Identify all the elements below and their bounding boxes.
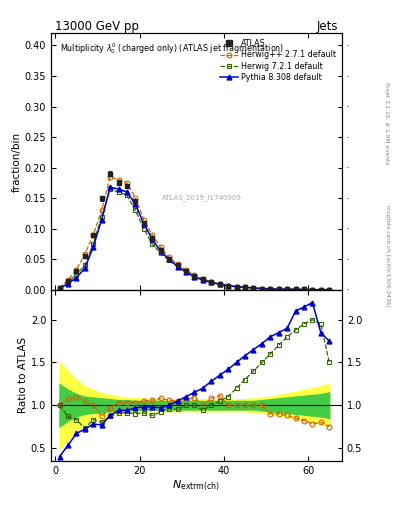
Y-axis label: Ratio to ATLAS: Ratio to ATLAS — [18, 337, 28, 413]
Text: Rivet 3.1.10, ≥ 1.9M events: Rivet 3.1.10, ≥ 1.9M events — [385, 82, 389, 164]
Text: Multiplicity $\lambda_0^0$ (charged only) (ATLAS jet fragmentation): Multiplicity $\lambda_0^0$ (charged only… — [60, 41, 284, 56]
Y-axis label: fraction/bin: fraction/bin — [12, 132, 22, 191]
Text: mcplots.cern.ch [arXiv:1306.3436]: mcplots.cern.ch [arXiv:1306.3436] — [385, 205, 389, 307]
Text: ATLAS_2019_I1740909: ATLAS_2019_I1740909 — [162, 194, 242, 201]
Legend: ATLAS, Herwig++ 2.7.1 default, Herwig 7.2.1 default, Pythia 8.308 default: ATLAS, Herwig++ 2.7.1 default, Herwig 7.… — [219, 37, 338, 84]
X-axis label: $N_{\mathrm{extrm(ch)}}$: $N_{\mathrm{extrm(ch)}}$ — [173, 478, 220, 493]
Text: 13000 GeV pp: 13000 GeV pp — [55, 20, 139, 33]
Text: Jets: Jets — [316, 20, 338, 33]
